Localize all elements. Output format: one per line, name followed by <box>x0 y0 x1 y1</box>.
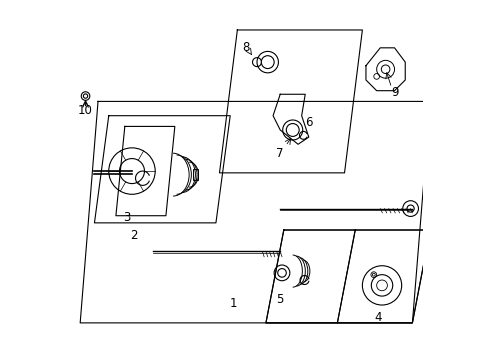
Text: 1: 1 <box>229 297 237 310</box>
Bar <box>192 169 198 180</box>
Text: 7: 7 <box>276 147 284 160</box>
Text: 6: 6 <box>305 116 312 129</box>
Text: 10: 10 <box>78 104 93 117</box>
Text: 8: 8 <box>242 41 249 54</box>
Text: 2: 2 <box>130 229 137 242</box>
Text: 5: 5 <box>276 293 284 306</box>
Text: 3: 3 <box>122 211 130 224</box>
Text: 9: 9 <box>390 86 397 99</box>
Text: 4: 4 <box>374 311 382 324</box>
